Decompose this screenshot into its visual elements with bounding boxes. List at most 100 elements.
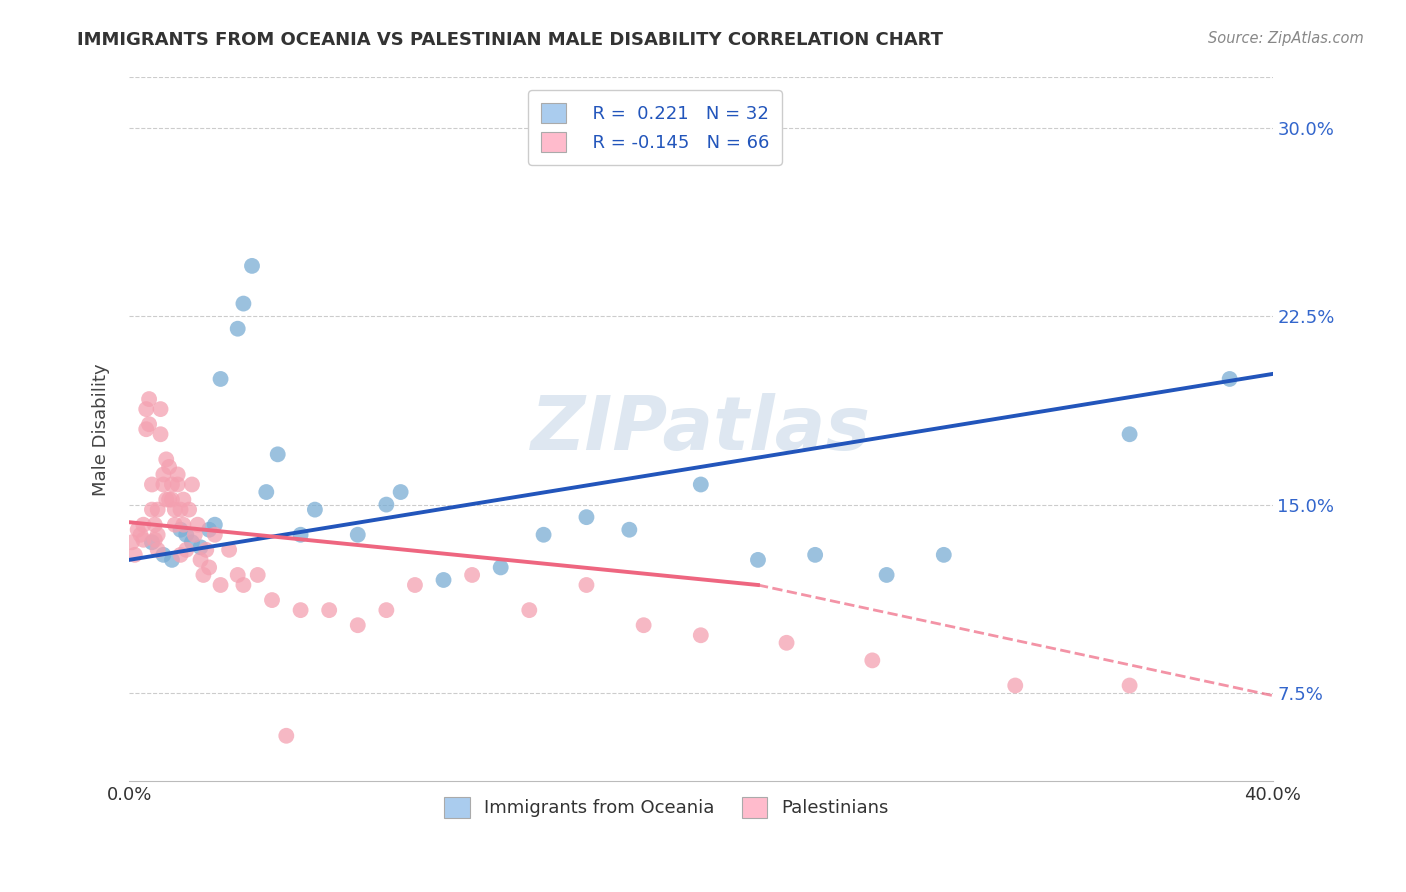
Point — [346, 527, 368, 541]
Point — [260, 593, 283, 607]
Point — [246, 568, 269, 582]
Point — [689, 628, 711, 642]
Point — [138, 392, 160, 406]
Point — [135, 402, 157, 417]
Point — [267, 447, 290, 461]
Point — [157, 492, 180, 507]
Point — [146, 502, 169, 516]
Point — [132, 533, 155, 547]
Point — [198, 523, 221, 537]
Point — [804, 548, 827, 562]
Text: Source: ZipAtlas.com: Source: ZipAtlas.com — [1208, 31, 1364, 46]
Point — [155, 492, 177, 507]
Point — [389, 485, 412, 500]
Point — [169, 548, 191, 562]
Point — [152, 548, 174, 562]
Point — [195, 542, 218, 557]
Point — [209, 578, 232, 592]
Point — [163, 517, 186, 532]
Point — [160, 492, 183, 507]
Point — [155, 452, 177, 467]
Point — [1118, 427, 1140, 442]
Point — [1118, 679, 1140, 693]
Point — [1004, 679, 1026, 693]
Point — [166, 477, 188, 491]
Point — [461, 568, 484, 582]
Point — [876, 568, 898, 582]
Point — [204, 517, 226, 532]
Point — [146, 542, 169, 557]
Point — [174, 527, 197, 541]
Text: ZIPatlas: ZIPatlas — [531, 392, 870, 466]
Point — [138, 417, 160, 432]
Point — [747, 553, 769, 567]
Point — [1219, 372, 1241, 386]
Point — [149, 402, 172, 417]
Point — [276, 729, 298, 743]
Point — [132, 517, 155, 532]
Point — [633, 618, 655, 632]
Point — [689, 477, 711, 491]
Point — [290, 603, 312, 617]
Point — [179, 502, 201, 516]
Point — [232, 578, 254, 592]
Point — [184, 527, 207, 541]
Point — [149, 427, 172, 442]
Point — [169, 502, 191, 516]
Point — [121, 535, 143, 549]
Point — [517, 603, 540, 617]
Text: IMMIGRANTS FROM OCEANIA VS PALESTINIAN MALE DISABILITY CORRELATION CHART: IMMIGRANTS FROM OCEANIA VS PALESTINIAN M… — [77, 31, 943, 49]
Point — [129, 527, 152, 541]
Point — [619, 523, 641, 537]
Point — [160, 477, 183, 491]
Point — [160, 553, 183, 567]
Point — [404, 578, 426, 592]
Point — [172, 517, 194, 532]
Point — [127, 523, 149, 537]
Point — [163, 502, 186, 516]
Point — [232, 296, 254, 310]
Point — [932, 548, 955, 562]
Point — [775, 636, 797, 650]
Point — [141, 502, 163, 516]
Point — [575, 510, 598, 524]
Point — [226, 568, 249, 582]
Point — [181, 477, 204, 491]
Y-axis label: Male Disability: Male Disability — [93, 363, 110, 496]
Point — [254, 485, 277, 500]
Legend: Immigrants from Oceania, Palestinians: Immigrants from Oceania, Palestinians — [437, 789, 896, 825]
Point — [193, 568, 215, 582]
Point — [152, 477, 174, 491]
Point — [135, 422, 157, 436]
Point — [226, 322, 249, 336]
Point — [172, 492, 194, 507]
Point — [575, 578, 598, 592]
Point — [198, 560, 221, 574]
Point — [166, 467, 188, 482]
Point — [375, 498, 398, 512]
Point — [143, 517, 166, 532]
Point — [141, 535, 163, 549]
Point — [181, 535, 204, 549]
Point — [375, 603, 398, 617]
Point — [304, 502, 326, 516]
Point — [204, 527, 226, 541]
Point — [489, 560, 512, 574]
Point — [152, 467, 174, 482]
Point — [860, 653, 883, 667]
Point — [174, 542, 197, 557]
Point — [146, 527, 169, 541]
Point — [432, 573, 454, 587]
Point — [157, 459, 180, 474]
Point — [209, 372, 232, 386]
Point — [124, 548, 146, 562]
Point — [143, 533, 166, 547]
Point — [187, 517, 209, 532]
Point — [318, 603, 340, 617]
Point — [240, 259, 263, 273]
Point — [190, 541, 212, 555]
Point — [218, 542, 240, 557]
Point — [290, 527, 312, 541]
Point — [346, 618, 368, 632]
Point — [141, 477, 163, 491]
